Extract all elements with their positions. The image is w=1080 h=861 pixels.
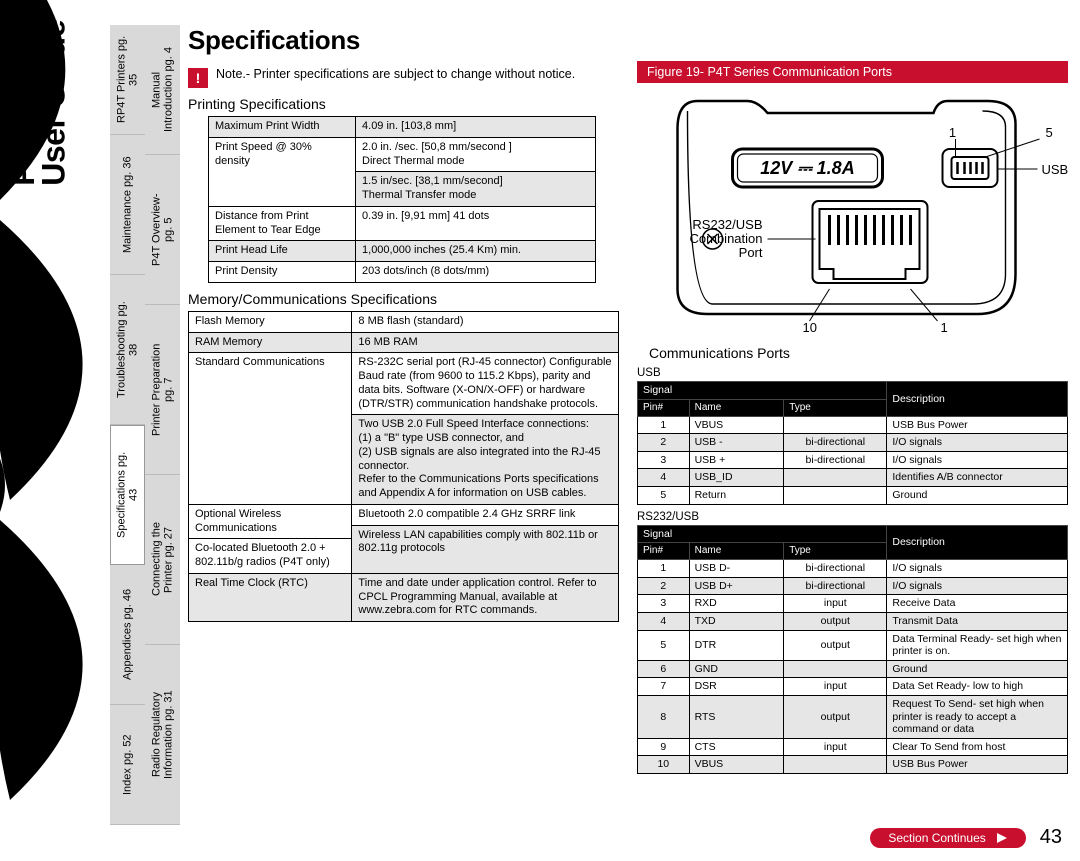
- table-row: 2USB D+bi-directionalI/O signals: [638, 577, 1068, 595]
- table-row: Standard CommunicationsRS-232C serial po…: [189, 353, 619, 415]
- table-row: 3USB +bi-directionalI/O signals: [638, 451, 1068, 469]
- svg-text:Combination: Combination: [690, 231, 763, 246]
- guide-title: P4T/RP4T User Guide: [8, 20, 98, 186]
- nav-link[interactable]: Specifications pg. 43: [110, 425, 145, 565]
- table-row: 4TXDoutputTransmit Data: [638, 612, 1068, 630]
- nav-link[interactable]: Printer Preparation pg. 7: [145, 305, 180, 475]
- left-column: Specifications ! Note.- Printer specific…: [188, 25, 619, 780]
- table-row: 1VBUSUSB Bus Power: [638, 416, 1068, 434]
- table-row: Flash Memory8 MB flash (standard): [189, 311, 619, 332]
- section-continues-badge: Section Continues: [870, 828, 1025, 848]
- table-row: Maximum Print Width4.09 in. [103,8 mm]: [209, 117, 596, 138]
- nav-link[interactable]: Manual Introduction pg. 4: [145, 25, 180, 155]
- svg-text:USB: USB: [1042, 162, 1069, 177]
- note-text: Note.- Printer specifications are subjec…: [216, 66, 575, 83]
- table-row: Real Time Clock (RTC)Time and date under…: [189, 573, 619, 621]
- table-row: 3RXDinputReceive Data: [638, 595, 1068, 613]
- table-row: Print Head Life1,000,000 inches (25.4 Km…: [209, 241, 596, 262]
- rating-text: 12V ⎓ 1.8A: [760, 158, 854, 178]
- comm-ports-heading: Communications Ports: [649, 345, 1068, 361]
- page-number: 43: [1040, 826, 1062, 849]
- table-row: 5DTRoutputData Terminal Ready- set high …: [638, 630, 1068, 660]
- figure-diagram: 12V ⎓ 1.8A: [637, 89, 1068, 339]
- printing-spec-table: Maximum Print Width4.09 in. [103,8 mm]Pr…: [208, 116, 596, 283]
- table-row: Optional Wireless CommunicationsBluetoot…: [189, 504, 619, 525]
- rs232-table-title: RS232/USB: [637, 511, 1068, 523]
- nav-link[interactable]: Connecting the Printer pg. 27: [145, 475, 180, 645]
- rs232-pin-table: SignalDescriptionPin#NameType1USB D-bi-d…: [637, 525, 1068, 774]
- nav-link[interactable]: Appendices pg. 46: [110, 565, 145, 705]
- figure-caption: Figure 19- P4T Series Communication Port…: [637, 61, 1068, 83]
- memcom-spec-table: Flash Memory8 MB flash (standard)RAM Mem…: [188, 311, 619, 622]
- table-row: 1USB D-bi-directionalI/O signals: [638, 560, 1068, 578]
- table-row: RAM Memory16 MB RAM: [189, 332, 619, 353]
- svg-text:RS232/USB: RS232/USB: [692, 217, 762, 232]
- table-row: 4USB_IDIdentifies A/B connector: [638, 469, 1068, 487]
- nav-link[interactable]: Radio Regulatory Information pg. 31: [145, 645, 180, 825]
- svg-text:10: 10: [803, 320, 817, 335]
- right-column: Figure 19- P4T Series Communication Port…: [637, 25, 1068, 780]
- table-row: 6GNDGround: [638, 660, 1068, 678]
- nav-tabs: RP4T Printers pg. 35Maintenance pg. 36Tr…: [110, 25, 180, 845]
- note-block: ! Note.- Printer specifications are subj…: [188, 66, 619, 88]
- table-row: Distance from Print Element to Tear Edge…: [209, 206, 596, 241]
- table-row: Print Speed @ 30% density2.0 in. /sec. […: [209, 137, 596, 172]
- svg-text:1: 1: [941, 320, 948, 335]
- svg-text:5: 5: [1046, 125, 1053, 140]
- usb-pin-table: SignalDescriptionPin#NameType1VBUSUSB Bu…: [637, 381, 1068, 505]
- svg-text:Port: Port: [739, 245, 763, 260]
- usb-table-title: USB: [637, 367, 1068, 379]
- table-row: 8RTSoutputRequest To Send- set high when…: [638, 695, 1068, 738]
- nav-link[interactable]: Maintenance pg. 36: [110, 135, 145, 275]
- table-row: 2USB -bi-directionalI/O signals: [638, 434, 1068, 452]
- play-icon: [996, 832, 1008, 844]
- alert-icon: !: [188, 68, 208, 88]
- table-row: 10VBUSUSB Bus Power: [638, 756, 1068, 774]
- nav-link[interactable]: P4T Overview- pg. 5: [145, 155, 180, 305]
- nav-link[interactable]: Index pg. 52: [110, 705, 145, 825]
- svg-text:1: 1: [949, 125, 956, 140]
- printing-spec-heading: Printing Specifications: [188, 96, 619, 112]
- memcom-spec-heading: Memory/Communications Specifications: [188, 291, 619, 307]
- table-row: 5ReturnGround: [638, 486, 1068, 504]
- table-row: Print Density203 dots/inch (8 dots/mm): [209, 262, 596, 283]
- nav-link[interactable]: RP4T Printers pg. 35: [110, 25, 145, 135]
- table-row: 9CTSinputClear To Send from host: [638, 738, 1068, 756]
- nav-link[interactable]: Troubleshooting pg. 38: [110, 275, 145, 425]
- table-row: 7DSRinputData Set Ready- low to high: [638, 678, 1068, 696]
- page-footer: Section Continues 43: [870, 826, 1062, 849]
- page-heading: Specifications: [188, 25, 619, 56]
